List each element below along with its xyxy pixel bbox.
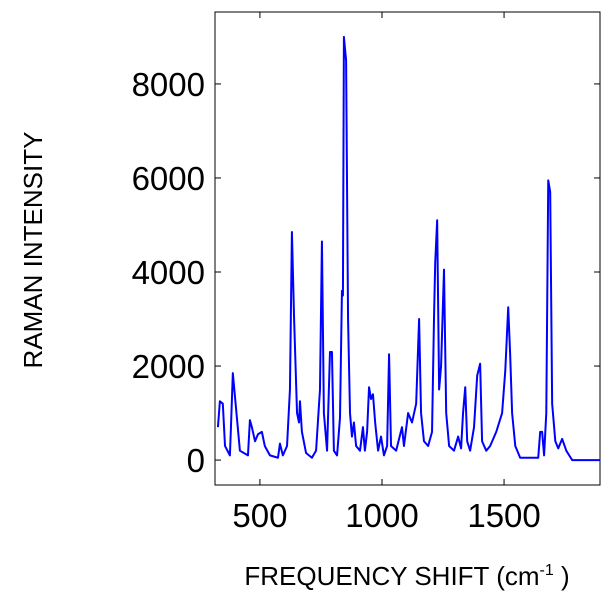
y-axis-label: RAMAN INTENSITY xyxy=(18,132,48,369)
spectrum-line xyxy=(216,35,601,462)
x-tick-label: 500 xyxy=(232,497,287,534)
x-axis-label: FREQUENCY SHIFT (cm-1 ) xyxy=(244,561,569,591)
x-label-sup: -1 xyxy=(540,562,554,579)
y-tick-label: 8000 xyxy=(132,66,205,103)
y-tick-label: 0 xyxy=(187,442,205,479)
x-tick-label: 1000 xyxy=(345,497,418,534)
y-tick-label: 4000 xyxy=(132,254,205,291)
x-label-main: FREQUENCY SHIFT (cm xyxy=(244,561,539,591)
y-tick-label: 2000 xyxy=(132,348,205,385)
y-tick-label: 6000 xyxy=(132,160,205,197)
plot-frame xyxy=(214,11,601,486)
x-tick-label: 1500 xyxy=(467,497,540,534)
x-label-end: ) xyxy=(554,561,570,591)
